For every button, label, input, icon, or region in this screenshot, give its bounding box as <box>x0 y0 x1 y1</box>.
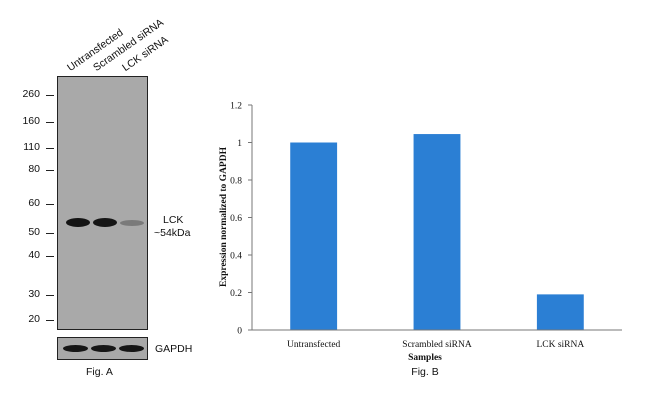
band-gapdh-sirna <box>119 345 144 352</box>
mw-tick-260 <box>46 95 54 96</box>
mw-marker-160: 160 <box>22 115 40 127</box>
fig-b-caption: Fig. B <box>411 366 438 378</box>
y-tick-label: 1.2 <box>230 102 242 112</box>
mw-marker-30: 30 <box>28 288 40 300</box>
mw-tick-60 <box>46 204 54 205</box>
band-lck-scrambled <box>93 218 117 227</box>
mw-marker-80: 80 <box>28 163 40 175</box>
band-gapdh-untransfected <box>63 345 88 352</box>
mw-marker-40: 40 <box>28 249 40 261</box>
mw-marker-50: 50 <box>28 226 40 238</box>
y-tick-label: 0 <box>237 327 242 337</box>
mw-marker-260: 260 <box>22 88 40 100</box>
x-tick-label: LCK siRNA <box>536 340 584 350</box>
band-lck-untransfected <box>66 218 90 227</box>
mw-marker-110: 110 <box>23 141 40 153</box>
mw-tick-160 <box>46 122 54 123</box>
y-tick-label: 0.2 <box>230 289 242 299</box>
y-tick-label: 0.4 <box>230 252 242 262</box>
y-tick-label: 0.6 <box>230 214 242 224</box>
band-lck-sirna <box>120 220 144 226</box>
y-tick-label: 0.8 <box>230 177 242 187</box>
mw-marker-60: 60 <box>28 197 40 209</box>
mw-tick-30 <box>46 295 54 296</box>
mw-marker-20: 20 <box>28 313 40 325</box>
bar <box>536 294 584 330</box>
y-axis-title: Expression normalized to GAPDH <box>219 146 229 287</box>
target-size-label: ~54kDa <box>154 227 191 239</box>
loading-control-label: GAPDH <box>155 343 193 355</box>
chart-plot-area: 0 0.2 0.4 0.6 0.8 1 1.2 Untransfected Scrambled … <box>230 102 584 351</box>
y-tick-label: 1 <box>237 139 242 149</box>
x-tick-label: Untransfected <box>287 339 341 350</box>
bar <box>413 134 461 330</box>
mw-tick-80 <box>46 170 54 171</box>
blot-main-panel <box>57 76 148 330</box>
x-tick-label: Scrambled siRNA <box>402 340 472 350</box>
mw-tick-40 <box>46 256 54 257</box>
mw-tick-110 <box>46 148 54 149</box>
fig-a-caption: Fig. A <box>86 366 113 378</box>
mw-tick-20 <box>46 320 54 321</box>
bar <box>290 142 338 330</box>
band-gapdh-scrambled <box>91 345 116 352</box>
blot-gapdh-panel <box>57 337 148 360</box>
x-axis-title: Samples <box>408 353 442 363</box>
target-label: LCK <box>163 214 184 226</box>
mw-tick-50 <box>46 233 54 234</box>
